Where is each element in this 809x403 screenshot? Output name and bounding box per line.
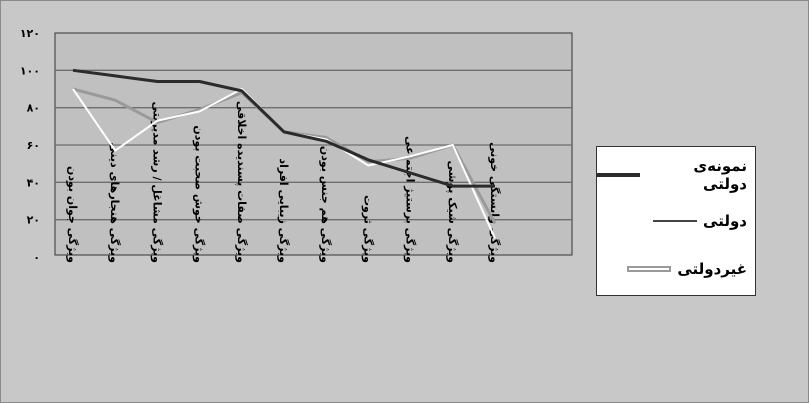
legend-entry-2: غیردولتی <box>627 255 747 283</box>
legend-swatch-2 <box>627 266 672 272</box>
y-tick-label-0: ۰ <box>33 251 40 264</box>
y-tick-label-3: ۶۰ <box>27 139 40 152</box>
y-tick-label-6: ۱۲۰ <box>20 27 40 40</box>
x-tick-label-7: ویژگی ثروت <box>361 195 374 263</box>
legend-label-2: غیردولتی <box>677 260 747 278</box>
x-tick-label-5: ویژگی زیبایی افراد <box>277 158 290 263</box>
x-tick-label-6: ویژگی هم جنس بودن <box>319 146 332 263</box>
x-tick-label-9: ویژگی شیک پوشی <box>446 160 459 263</box>
x-tick-label-10: ویژگی وابستگی خونی <box>488 142 501 263</box>
legend-entry-0: نمونه‌ی دولتی <box>597 157 747 193</box>
legend-entry-1: دولتی <box>653 207 747 235</box>
legend-label-0: نمونه‌ی دولتی <box>693 157 747 193</box>
legend-label-1: دولتی <box>703 212 747 230</box>
x-tick-label-1: ویژگی هنجارهای دینی <box>108 142 121 263</box>
x-tick-label-8: ویژگی برستیژ اجتماعی <box>404 136 417 263</box>
series-lines <box>72 68 497 239</box>
x-tick-label-4: ویژگی صفات پسندیده اخلاقی <box>235 101 248 263</box>
legend: نمونه‌ی دولتی دولتی غیردولتی <box>596 146 756 296</box>
series-line-0 <box>72 68 495 188</box>
legend-swatch-1 <box>653 220 698 222</box>
x-tick-label-3: ویژگی خوش صحبت بودن <box>193 125 206 263</box>
y-axis-ticks: ۰ ۲۰ ۴۰ ۶۰ ۸۰ ۱۰۰ ۱۲۰ <box>20 27 40 264</box>
x-tick-label-0: ویژگی جوان بودن <box>66 166 79 263</box>
x-tick-label-2: ویژگی مشاغل / رشد مدیریتی <box>150 101 163 263</box>
x-axis-ticks: ویژگی جوان بودن ویژگی هنجارهای دینی ویژگی … <box>66 101 501 263</box>
y-tick-label-5: ۱۰۰ <box>20 64 40 77</box>
legend-swatch-0 <box>597 173 641 177</box>
y-tick-label-1: ۲۰ <box>27 214 40 227</box>
y-tick-label-4: ۸۰ <box>27 102 40 115</box>
y-tick-label-2: ۴۰ <box>27 176 40 189</box>
